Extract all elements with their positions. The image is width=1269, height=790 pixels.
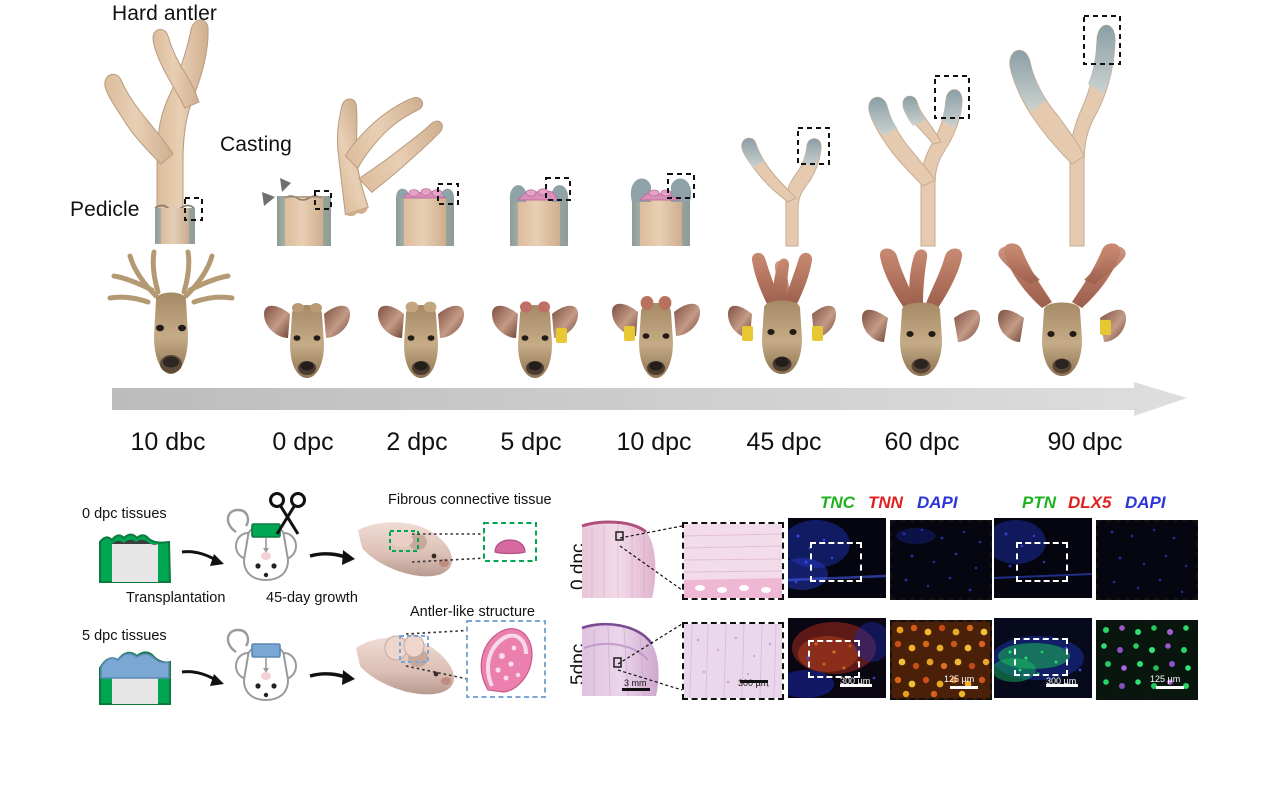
if-zoom-region-box (1016, 542, 1068, 582)
arrow-transplant-row5 (181, 670, 224, 686)
if-overview-tnc-0dpc (788, 518, 886, 598)
schematic-pedicle-0dpc (277, 190, 332, 246)
if-zoom-tnc-0dpc (890, 520, 992, 600)
gene-label-dapi-1: DAPI (917, 493, 958, 512)
label-5dpc-tissues: 5 dpc tissues (82, 628, 167, 644)
gene-label-dlx5: DLX5 (1068, 493, 1112, 512)
leader-lines-row0 (411, 533, 525, 563)
if-zoom-region-box (808, 640, 860, 678)
label-hard-antler: Hard antler (112, 2, 217, 25)
timeline-label-6: 60 dpc (884, 428, 960, 456)
scalebar-label-he-overview: 3 mm (624, 678, 647, 688)
graft-site-box-row0 (389, 530, 419, 552)
schematic-pedicle-5dpc (509, 177, 571, 246)
deer-photo-10dbc (107, 249, 235, 374)
gene-label-dapi-2: DAPI (1125, 493, 1166, 512)
ear-tag (624, 326, 635, 341)
timeline-label-7: 90 dpc (1047, 428, 1123, 456)
deer-photo-10dpc (612, 296, 700, 378)
timeline-arrow (112, 382, 1187, 416)
deer-photo-5dpc (492, 301, 578, 378)
gene-label-tnn: TNN (868, 493, 903, 512)
gene-label-ptn: PTN (1022, 493, 1056, 512)
label-fibrous-connective-tissue: Fibrous connective tissue (388, 492, 552, 508)
mouse-diagram-5dpc (226, 628, 297, 702)
deer-photo-45dpc (728, 252, 836, 374)
scalebar-label-if-overview-1: 300 µm (840, 676, 871, 686)
ear-tag (742, 326, 753, 341)
deer-photo-2dpc (378, 301, 464, 378)
he-zoom-5dpc (682, 622, 784, 700)
if-overview-ptn-0dpc (994, 518, 1092, 598)
arrow-transplant-row0 (181, 550, 224, 566)
he-zoom-connector-5dpc (617, 623, 683, 691)
schematic-antler-90dpc (1009, 15, 1121, 247)
nude-mouse-photo-5dpc (356, 634, 454, 695)
tissue-block-5dpc (99, 651, 171, 705)
label-pedicle: Pedicle (70, 198, 140, 221)
timeline-label-5: 45 dpc (746, 428, 822, 456)
inset-fibrous-tissue (483, 522, 537, 562)
schematic-pedicle-10dpc (630, 173, 695, 246)
scalebar-label-if-zoom-2: 125 µm (1150, 674, 1181, 684)
timeline-label-1: 0 dpc (272, 428, 334, 456)
schematic-hard-antler-10dbc (104, 19, 209, 244)
arrow-growth-row0 (309, 550, 355, 565)
graft-site-box-row5 (399, 635, 429, 663)
deer-photo-90dpc (998, 243, 1126, 376)
timeline-label-2: 2 dpc (386, 428, 448, 456)
gene-label-tnc: TNC (820, 493, 855, 512)
scalebar-label-if-overview-2: 300 µm (1046, 676, 1077, 686)
label-fibrous-connective-tissue-clip: Fibrous connective tissue (388, 492, 560, 514)
ear-tag (812, 326, 823, 341)
deer-photo-60dpc (862, 248, 980, 376)
scalebar-label-if-zoom-1: 125 µm (944, 674, 975, 684)
label-transplantation: Transplantation (126, 590, 226, 606)
he-zoom-0dpc (682, 522, 784, 600)
scissors-icon (269, 492, 306, 535)
he-overview-0dpc (581, 520, 656, 598)
if-zoom-ptn-0dpc (1096, 520, 1198, 600)
if-zoom-region-box (810, 542, 862, 582)
label-antler-like-structure: Antler-like structure (410, 604, 535, 620)
timeline-label-3: 5 dpc (500, 428, 562, 456)
schematic-pedicle-2dpc (396, 183, 459, 246)
label-casting: Casting (220, 133, 292, 156)
ear-tag (556, 328, 567, 343)
schematic-antler-60dpc (868, 75, 970, 247)
he-zoom-connector-0dpc (619, 525, 683, 591)
arrow-growth-row5 (309, 670, 355, 685)
label-45day-growth: 45-day growth (266, 590, 358, 606)
deer-photo-0dpc (264, 303, 350, 378)
timeline-label-0: 10 dbc (130, 428, 206, 456)
if-zoom-region-box (1014, 638, 1068, 676)
timeline-label-4: 10 dpc (616, 428, 692, 456)
schematic-antler-45dpc (741, 127, 830, 247)
nude-mouse-photo-0dpc (358, 522, 452, 577)
if-overview-ptn-5dpc (994, 618, 1092, 698)
casting-arrowheads (262, 178, 291, 206)
tissue-block-0dpc (99, 533, 172, 583)
he-overview-5dpc (581, 622, 659, 697)
if-zoom-tnc-5dpc (890, 620, 992, 700)
schematic-cast-antler (336, 97, 443, 217)
mouse-diagram-0dpc (226, 508, 297, 582)
ear-tag (1100, 320, 1111, 335)
if-overview-tnc-5dpc (788, 618, 886, 698)
graft-blue (251, 643, 281, 658)
scalebar-label-he-zoom: 300 µm (738, 678, 769, 688)
label-0dpc-tissues: 0 dpc tissues (82, 506, 167, 522)
if-zoom-ptn-5dpc (1096, 620, 1198, 700)
inset-antler-like-structure (466, 620, 546, 698)
